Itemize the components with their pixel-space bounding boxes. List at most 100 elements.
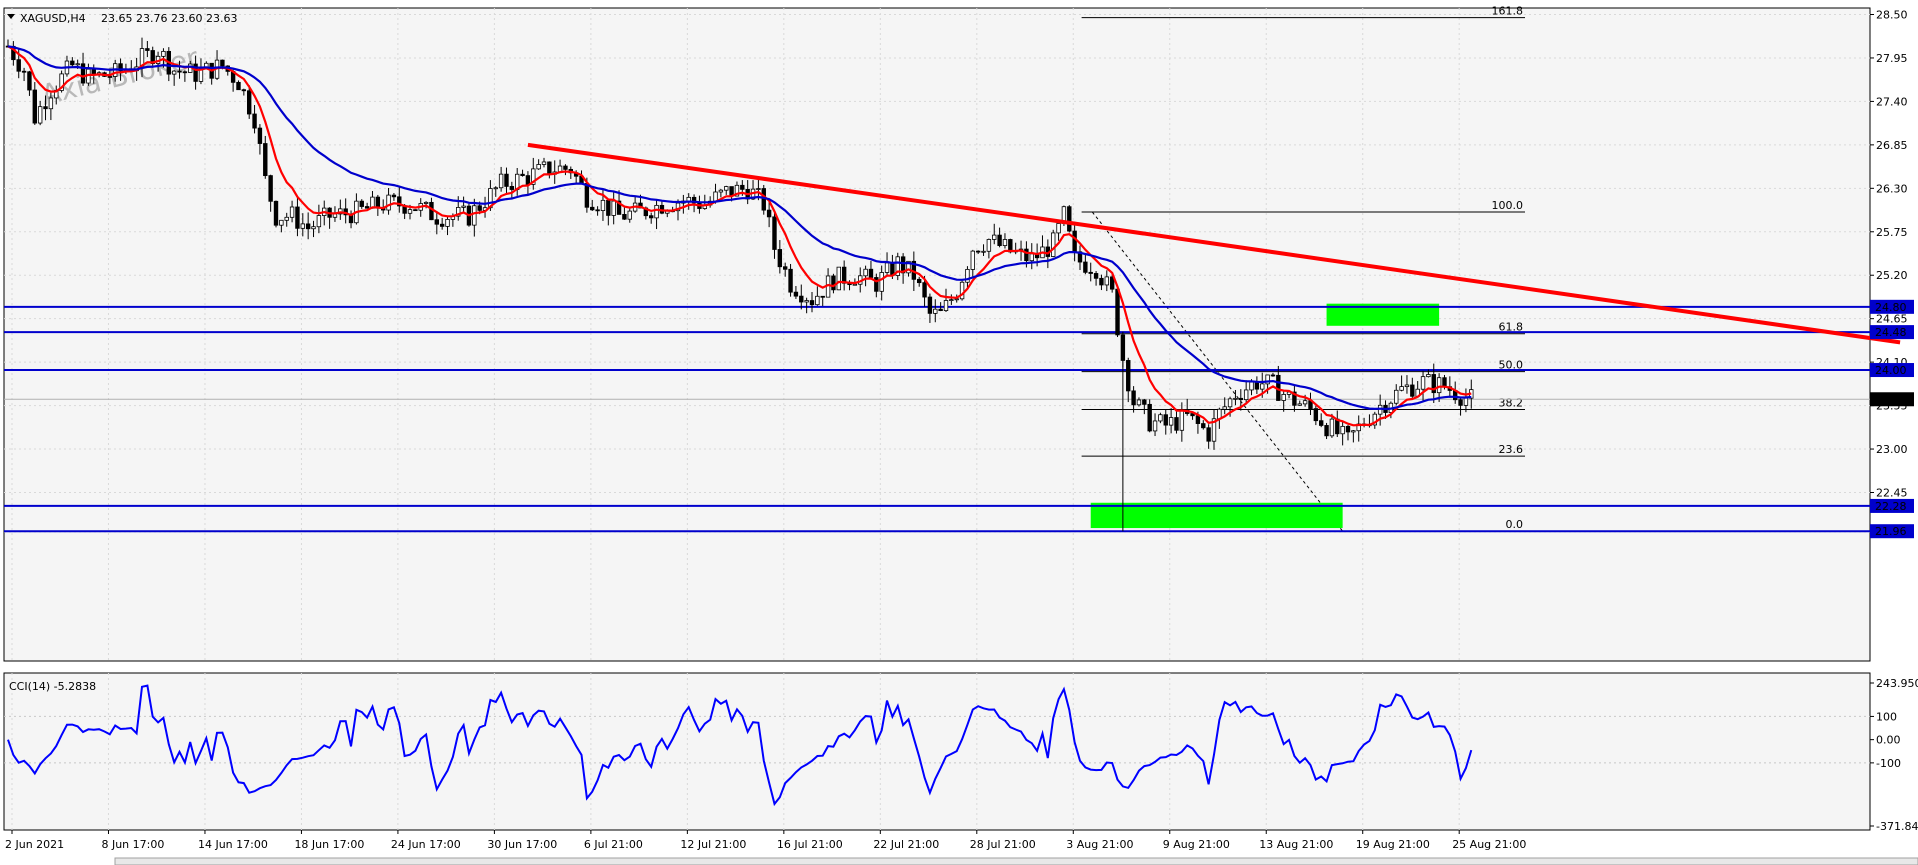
candle-body — [734, 184, 740, 197]
menu-triangle-icon[interactable] — [7, 14, 15, 19]
candle-body — [777, 249, 783, 268]
candle-body — [917, 278, 922, 284]
price-tick-label: 26.85 — [1876, 139, 1908, 152]
candle-body — [1227, 398, 1233, 408]
level-label-text: 24.80 — [1875, 301, 1907, 314]
candle-body — [241, 89, 247, 92]
time-tick-label: 19 Aug 21:00 — [1356, 838, 1430, 851]
candle-body — [498, 173, 504, 189]
candle-body — [295, 206, 300, 229]
candle-body — [868, 268, 874, 278]
candle-body — [434, 219, 439, 225]
candle-body — [70, 60, 75, 66]
time-tick-label: 16 Jul 21:00 — [777, 838, 843, 851]
candle-body — [563, 165, 568, 170]
fib-level-label: 161.8 — [1492, 5, 1524, 18]
candle-body — [804, 300, 809, 303]
candle-body — [252, 113, 257, 129]
candle-body — [1420, 376, 1426, 390]
candle-body — [397, 196, 402, 207]
trendline[interactable] — [527, 142, 1901, 345]
time-tick-label: 13 Aug 21:00 — [1259, 838, 1333, 851]
candle-body — [616, 200, 622, 215]
candle-body — [975, 250, 981, 253]
time-tick-label: 25 Aug 21:00 — [1452, 838, 1526, 851]
candle-body — [16, 59, 21, 72]
level-label-bg — [1870, 363, 1914, 378]
green-zone — [1326, 303, 1440, 326]
candle-body — [1442, 377, 1447, 388]
candle-body — [997, 234, 1002, 246]
candle-body — [1158, 414, 1163, 422]
candle-body — [815, 295, 820, 306]
candle-body — [949, 299, 954, 302]
candle-body — [1351, 430, 1356, 433]
candle-body — [284, 216, 289, 221]
candle-body — [1051, 232, 1056, 257]
price-tick-label: 23.00 — [1876, 443, 1908, 456]
candle-body — [1270, 374, 1276, 377]
cci-tick-label: -100 — [1876, 757, 1901, 770]
candle-body — [423, 201, 429, 204]
candle-body — [263, 143, 268, 177]
candle-body — [1302, 400, 1308, 405]
candle-body — [171, 70, 177, 75]
candle-body — [1394, 389, 1399, 404]
candle-body — [1136, 399, 1142, 406]
candle-body — [1083, 261, 1088, 273]
candle-body — [799, 295, 804, 303]
candle-body — [1372, 413, 1377, 426]
bottom-scrollbar-track[interactable] — [114, 857, 1918, 865]
fib-level-label: 61.8 — [1499, 321, 1524, 334]
supply-demand-zones[interactable] — [1090, 303, 1440, 529]
candle-body — [1265, 374, 1270, 385]
fib-level-label: 23.6 — [1499, 443, 1524, 456]
candle-body — [1131, 390, 1136, 406]
candle-body — [1099, 277, 1104, 286]
candle-body — [1238, 397, 1243, 401]
candle-body — [182, 71, 188, 74]
time-tick-label: 14 Jun 17:00 — [198, 838, 268, 851]
cci-label: CCI(14) -5.2838 — [9, 680, 96, 693]
level-label-bg — [1870, 325, 1914, 340]
candle-body — [1067, 206, 1072, 232]
candle-body — [80, 63, 86, 84]
time-tick-label: 2 Jun 2021 — [5, 838, 64, 851]
candle-body — [525, 175, 531, 185]
candle-body — [1104, 276, 1109, 286]
candle-body — [793, 291, 799, 297]
candle-body — [1206, 427, 1211, 442]
candle-body — [107, 76, 113, 78]
candle-body — [1431, 374, 1436, 394]
candle-body — [1115, 288, 1120, 336]
level-label-text: 22.28 — [1875, 500, 1907, 513]
time-axis[interactable]: 2 Jun 2021 8 Jun 17:00 14 Jun 17:00 18 Jun … — [5, 830, 1526, 851]
candle-body — [740, 184, 745, 190]
candle-body — [761, 188, 766, 211]
horizontal-levels[interactable] — [4, 305, 1870, 533]
fast-ma-line — [7, 45, 1472, 427]
candle-body — [1463, 397, 1469, 406]
candle-body — [1211, 418, 1217, 442]
candle-body — [970, 250, 975, 270]
candle-body — [1281, 393, 1286, 401]
current-price-label-text: 23.63 — [1875, 393, 1907, 406]
candle-body — [691, 196, 697, 204]
candle-body — [1190, 413, 1195, 417]
green-zone — [1090, 502, 1343, 529]
candle-body — [316, 215, 322, 228]
candle-body — [1426, 374, 1431, 378]
candle-body — [809, 300, 815, 306]
candle-body — [1109, 276, 1115, 290]
candle-body — [504, 173, 509, 187]
indicator-plot-area[interactable] — [3, 672, 1871, 831]
chart-header: XAGUSD,H4 23.65 23.76 23.60 23.63 — [7, 12, 237, 25]
fib-level-label: 100.0 — [1492, 199, 1524, 212]
candle-body — [943, 300, 949, 312]
candle-body — [43, 106, 48, 110]
main-plot-area[interactable] — [3, 7, 1871, 662]
candle-body — [724, 186, 729, 191]
candle-body — [584, 183, 590, 208]
candle-body — [922, 282, 927, 298]
